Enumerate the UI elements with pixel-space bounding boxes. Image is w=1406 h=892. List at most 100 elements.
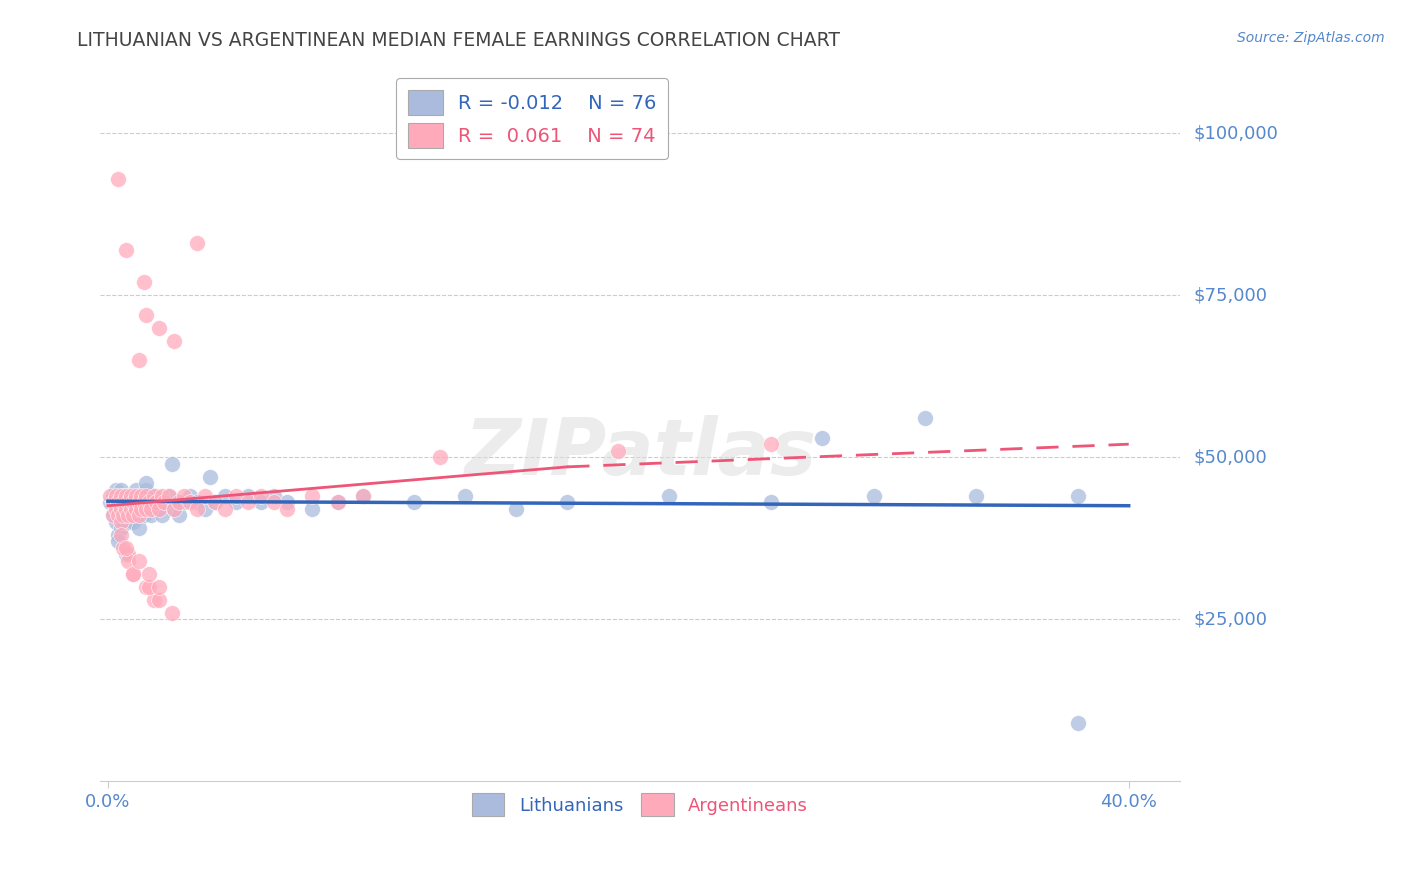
Point [173,495,195,509]
Point [204,495,226,509]
Point [101,489,124,503]
Point [263,489,285,503]
Point [132,275,155,289]
Point [135,495,157,509]
Point [110,502,132,516]
Point [238,489,260,503]
Point [141,508,163,523]
Point [301,489,323,503]
Point [163,334,186,348]
Point [107,528,129,542]
Point [326,495,349,509]
Point [117,508,139,523]
Point [148,502,170,516]
Point [276,495,298,509]
Point [263,495,285,509]
Point [122,495,145,509]
Point [132,508,155,523]
Point [163,502,186,516]
Text: Source: ZipAtlas.com: Source: ZipAtlas.com [1237,31,1385,45]
Text: $25,000: $25,000 [1194,610,1268,628]
Point [225,489,247,503]
Point [135,483,157,497]
Point [505,502,527,516]
Text: $50,000: $50,000 [1194,448,1267,467]
Point [153,495,176,509]
Point [429,450,451,464]
Point [125,502,148,516]
Point [100,495,122,509]
Point [101,495,124,509]
Point [194,489,217,503]
Point [112,515,135,529]
Point [101,508,124,523]
Point [129,502,152,516]
Text: ZIPatlas: ZIPatlas [464,416,815,491]
Point [114,547,136,561]
Point [122,566,145,581]
Point [135,476,157,491]
Point [761,437,783,451]
Point [107,502,129,516]
Point [122,489,145,503]
Point [117,489,139,503]
Point [141,502,163,516]
Point [153,495,176,509]
Point [125,489,148,503]
Point [186,495,208,509]
Point [110,508,132,523]
Point [129,489,152,503]
Point [607,443,630,458]
Point [163,502,186,516]
Point [112,489,135,503]
Point [186,236,208,251]
Point [138,580,160,594]
Y-axis label: Median Female Earnings: Median Female Earnings [0,323,8,526]
Point [1066,715,1088,730]
Point [120,502,142,516]
Point [117,502,139,516]
Point [352,489,374,503]
Point [128,508,150,523]
Point [104,495,127,509]
Point [658,489,681,503]
Point [120,508,142,523]
Point [129,502,152,516]
Legend: Lithuanians, Argentineans: Lithuanians, Argentineans [463,784,817,825]
Point [112,495,135,509]
Point [129,489,152,503]
Point [114,489,136,503]
Point [114,541,136,555]
Point [104,502,127,516]
Point [1066,489,1088,503]
Point [761,495,783,509]
Point [120,495,142,509]
Point [128,521,150,535]
Point [110,483,132,497]
Point [138,502,160,516]
Point [811,431,834,445]
Point [114,243,136,257]
Point [122,502,145,516]
Point [454,489,477,503]
Point [135,502,157,516]
Point [117,495,139,509]
Point [965,489,987,503]
Point [194,502,217,516]
Point [125,495,148,509]
Point [110,515,132,529]
Point [214,489,236,503]
Point [135,489,157,503]
Point [114,502,136,516]
Point [276,502,298,516]
Point [142,495,165,509]
Point [117,554,139,568]
Point [150,508,173,523]
Point [122,515,145,529]
Point [128,508,150,523]
Point [301,502,323,516]
Point [238,495,260,509]
Point [107,495,129,509]
Point [138,566,160,581]
Point [104,483,127,497]
